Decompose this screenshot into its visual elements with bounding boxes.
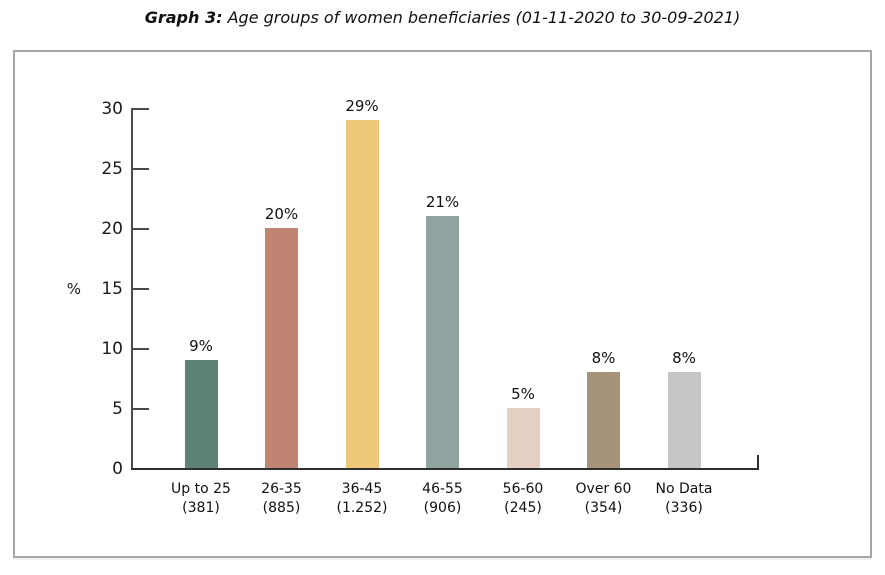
x-axis-line [131,468,759,470]
category-name: 46-55 [422,481,463,497]
bar-up-to-25 [184,360,218,468]
y-axis-tick [133,408,149,410]
bar-26-35 [265,228,298,468]
category-name: 56-60 [502,481,544,497]
y-axis-tick-label: 10 [101,339,123,359]
y-axis-tick [133,228,149,230]
bar-over-60 [587,372,620,468]
category-count: (885) [262,500,301,516]
bar-value-label: 9% [189,337,213,355]
bar-value-label: 5% [511,385,535,403]
y-axis-tick [133,288,149,290]
chart-title-text: Age groups of women beneficiaries (01-11… [222,8,741,27]
y-axis-tick-label: 5 [112,399,123,419]
category-count: (354) [584,500,623,516]
bar-36-45 [345,120,379,468]
y-axis-tick-label: 15 [101,279,123,299]
x-axis-category-label: Over 60 (354) [558,480,650,518]
bar-chart: 0 5 10 15 20 25 30% 9% Up to 25 (381) 20% 26-35 (885… [15,52,870,556]
category-name: Up to 25 [171,481,231,497]
y-axis-tick-label: 30 [101,99,123,119]
x-axis-category-label: No Data (336) [638,480,730,518]
category-count: (336) [665,500,703,516]
bar-value-label: 29% [345,97,379,115]
y-axis-tick-label: 0 [112,459,123,479]
x-axis-category-label: 46-55 (906) [397,480,489,518]
category-count: (1.252) [336,500,388,516]
x-axis-category-label: 36-45 (1.252) [316,480,408,518]
category-name: Over 60 [575,481,632,497]
y-axis-tick-label: 25 [101,159,123,179]
category-name: No Data [655,481,713,497]
chart-title-prefix: Graph 3: [144,8,223,27]
bar-46-55 [426,216,459,468]
y-axis-title: % [66,280,81,298]
bar-56-60 [506,408,540,468]
x-axis-end-tick [757,455,759,468]
x-axis-category-label: Up to 25 (381) [155,480,247,518]
bar-value-label: 8% [591,349,616,367]
y-axis-tick-label: 20 [101,219,123,239]
y-axis-tick [133,168,149,170]
category-name: 26-35 [261,481,302,497]
bar-value-label: 8% [672,349,696,367]
category-count: (381) [182,500,220,516]
category-name: 36-45 [341,481,383,497]
x-axis-category-label: 26-35 (885) [236,480,328,518]
bar-value-label: 21% [425,193,460,211]
y-axis-tick [133,348,149,350]
y-axis-tick [133,108,149,110]
bar-value-label: 20% [264,205,299,223]
y-axis-line [131,108,133,470]
bar-no-data [667,372,701,468]
x-axis-category-label: 56-60 (245) [477,480,569,518]
category-count: (906) [423,500,462,516]
category-count: (245) [504,500,542,516]
chart-title: Graph 3: Age groups of women beneficiari… [0,8,885,27]
chart-box: 0 5 10 15 20 25 30% 9% Up to 25 (381) 20% 26-35 (885… [13,50,872,558]
